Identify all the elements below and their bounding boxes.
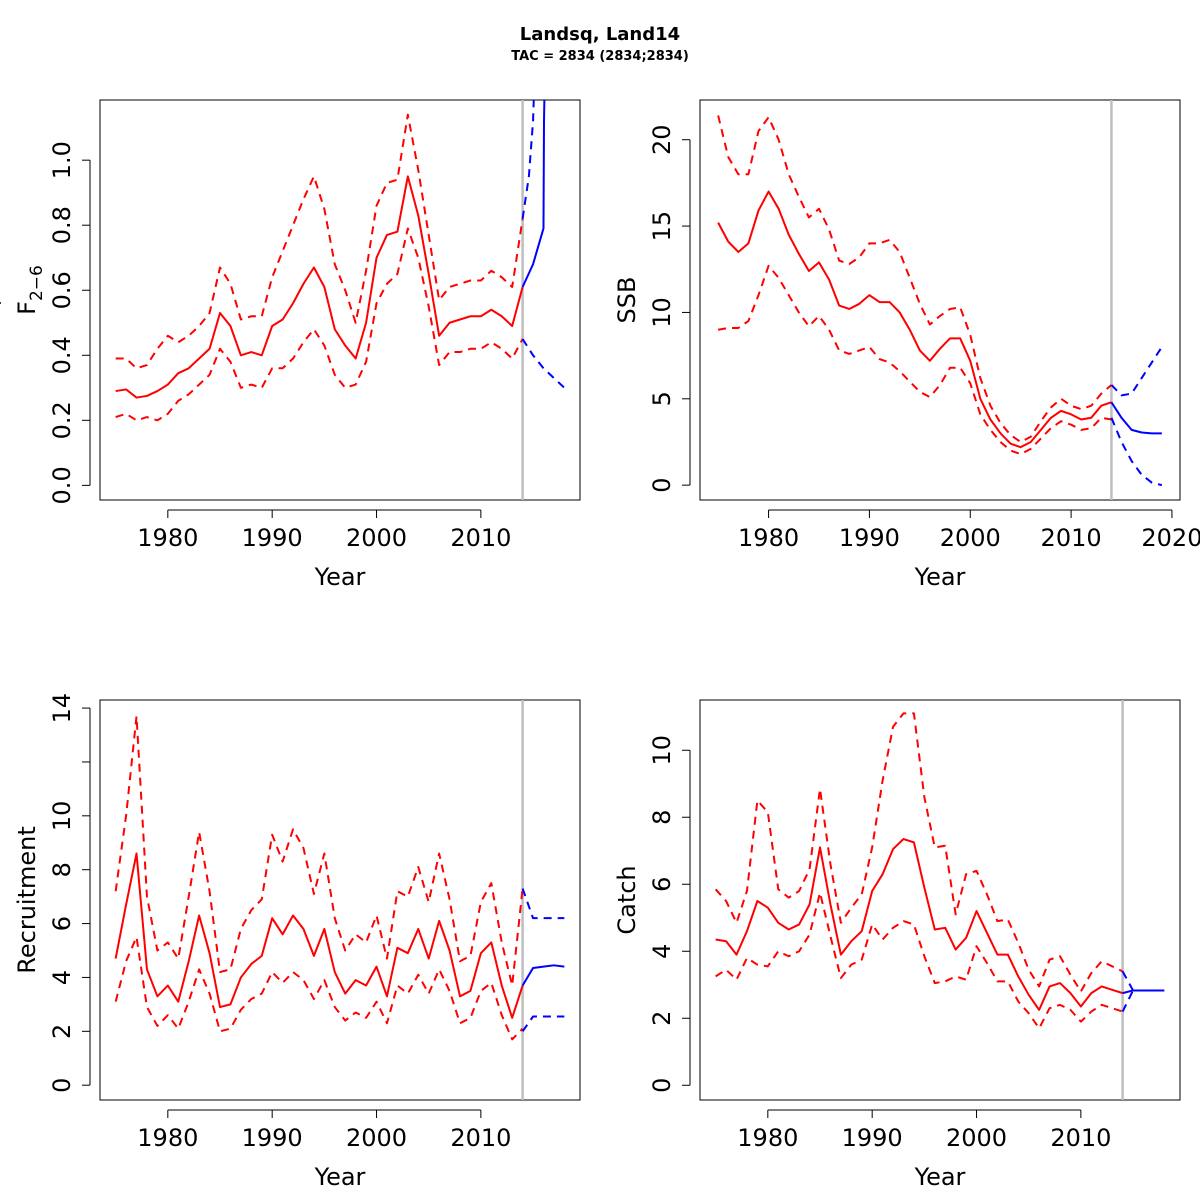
y-axis-title-main: SSB: [613, 277, 641, 324]
y-tick-label: 0: [648, 1078, 676, 1093]
forecast-line: [521, 964, 565, 987]
forecast-ci-line: [521, 100, 535, 219]
y-tick-label: 0.6: [48, 271, 76, 309]
estimate-line: [715, 838, 1123, 1011]
series-group: [114, 715, 565, 1041]
forecast-line: [521, 100, 546, 288]
x-axis-title: Year: [914, 563, 966, 591]
x-tick-label: 1990: [242, 1124, 303, 1152]
y-axis-title: Recruitment: [13, 826, 41, 973]
estimate-ci-line: [715, 891, 1123, 1030]
y-tick-label: 6: [48, 916, 76, 931]
x-axis-title: Year: [914, 1163, 966, 1191]
y-tick-label: 2: [48, 1024, 76, 1039]
y-tick-label: 4: [648, 944, 676, 959]
y-axis-title-main: Catch: [613, 865, 641, 934]
panel-recruitment: 1980 1990 2000 2010 Year 0 2 4 6 8 10 14 Recruitment: [13, 693, 581, 1191]
estimate-ci-line: [115, 113, 524, 370]
y-tick-label: 5: [648, 391, 676, 406]
plot-box: [699, 99, 1181, 501]
forecast-line: [1110, 401, 1162, 435]
x-tick-label: 2010: [1041, 524, 1102, 552]
y-tick-label: 20: [648, 124, 676, 155]
forecast-ci-line: [1110, 346, 1163, 397]
y-tick-label: 0.2: [48, 401, 76, 439]
y-tick-label: 0: [648, 478, 676, 493]
x-axis-title: Year: [314, 1163, 366, 1191]
y-axis-title-main: F: [13, 301, 41, 315]
x-tick-label: 2000: [346, 1124, 407, 1152]
panel-ssb: 1980 1990 2000 2010 2020 Year 0 5 10 15 20 SSB: [613, 99, 1200, 591]
x-tick-label: 2010: [450, 1124, 511, 1152]
estimate-ci-line: [714, 712, 1124, 993]
x-tick-label: 1980: [738, 524, 799, 552]
x-tick-label: 2010: [1050, 1124, 1111, 1152]
y-tick-label: 0.4: [48, 336, 76, 374]
x-tick-label: 2000: [946, 1124, 1007, 1152]
x-tick-label: 1980: [137, 1124, 198, 1152]
forecast-ci-line: [521, 1015, 565, 1032]
forecast-ci-line: [521, 338, 566, 389]
y-tick-label: 0: [48, 1078, 76, 1093]
y-tick-label: 6: [648, 877, 676, 892]
y-tick-label: 15: [648, 211, 676, 242]
series-group: [714, 712, 1165, 1030]
y-tick-label: 0.8: [48, 206, 76, 244]
x-tick-label: 1980: [737, 1124, 798, 1152]
y-axis-title: Catch: [613, 865, 641, 934]
x-tick-label: 1980: [137, 524, 198, 552]
x-tick-label: 2020: [1141, 524, 1200, 552]
estimate-ci-line: [717, 264, 1112, 456]
y-axis-title: SSB: [613, 277, 641, 324]
forecast-ci-line: [1110, 417, 1163, 487]
y-axis-title-subscript: 2−6: [27, 265, 47, 301]
series-group: [115, 100, 566, 422]
y-axis-title-main: Recruitment: [13, 826, 41, 973]
plot-box: [99, 99, 581, 501]
figure-title: Landsq, Land14: [520, 24, 680, 45]
estimate-ci-line: [115, 227, 524, 422]
y-tick-label: 10: [648, 735, 676, 766]
y-axis-title: F2−6: [13, 265, 47, 315]
x-tick-label: 1990: [842, 1124, 903, 1152]
y-tick-label: 0.0: [48, 466, 76, 504]
x-tick-label: 1990: [839, 524, 900, 552]
x-axis-title: Year: [314, 563, 366, 591]
plot-box: [99, 699, 581, 1101]
estimate-line: [115, 175, 524, 399]
y-tick-label: 1.0: [48, 141, 76, 179]
estimate-line: [114, 852, 524, 1019]
estimate-ci-line: [114, 936, 524, 1041]
y-tick-label: 2: [648, 1011, 676, 1026]
forecast-ci-line: [1121, 989, 1165, 1013]
panel-catch: 1980 1990 2000 2010 Year 0 2 4 6 8 10 Catch: [613, 699, 1181, 1191]
estimate-ci-line: [717, 115, 1113, 443]
figure-subtitle: TAC = 2834 (2834;2834): [511, 49, 689, 64]
x-tick-label: 2010: [450, 524, 511, 552]
plot-box: [699, 699, 1181, 1101]
x-tick-label: 1990: [242, 524, 303, 552]
x-tick-label: 2000: [940, 524, 1001, 552]
y-tick-label: 8: [648, 810, 676, 825]
x-tick-label: 2000: [346, 524, 407, 552]
y-tick-label: 4: [48, 970, 76, 985]
y-tick-label: 8: [48, 862, 76, 877]
forecast-ci-line: [521, 888, 565, 920]
y-tick-label: 10: [48, 801, 76, 832]
series-group: [717, 115, 1163, 487]
y-tick-label: 10: [648, 297, 676, 328]
panel-fbar: 1980 1990 2000 2010 Year 0.0 0.2 0.4 0.6 0.8 1.0 F2…: [0, 99, 581, 591]
forecast-ci-line: [1121, 970, 1165, 992]
estimate-line: [717, 190, 1112, 449]
y-tick-label: 14: [48, 693, 76, 724]
